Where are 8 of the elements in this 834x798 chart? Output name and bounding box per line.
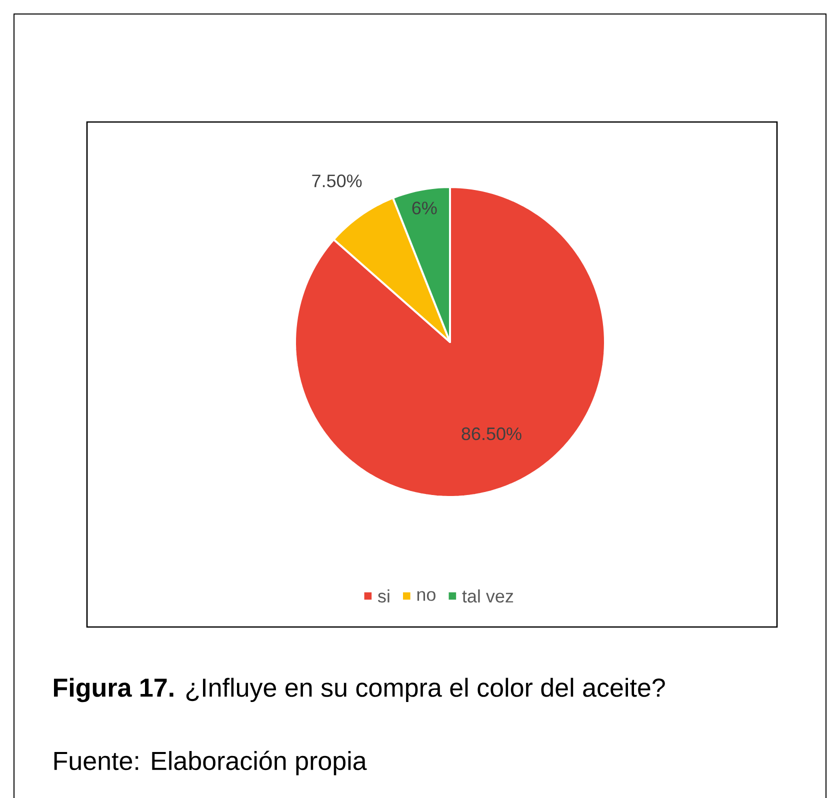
legend-label: no	[417, 590, 436, 601]
source-note: Fuente: Elaboración propia	[54, 750, 367, 776]
text: Figura 17. ¿Influye en su compra el color del aceite?	[54, 678, 665, 702]
legend-label: si	[378, 589, 390, 602]
data-label: 7.50%	[312, 174, 362, 188]
data-label: 6%	[412, 201, 437, 214]
data-label: 86.50%	[462, 427, 522, 440]
legend-label: tal vez	[462, 589, 514, 602]
